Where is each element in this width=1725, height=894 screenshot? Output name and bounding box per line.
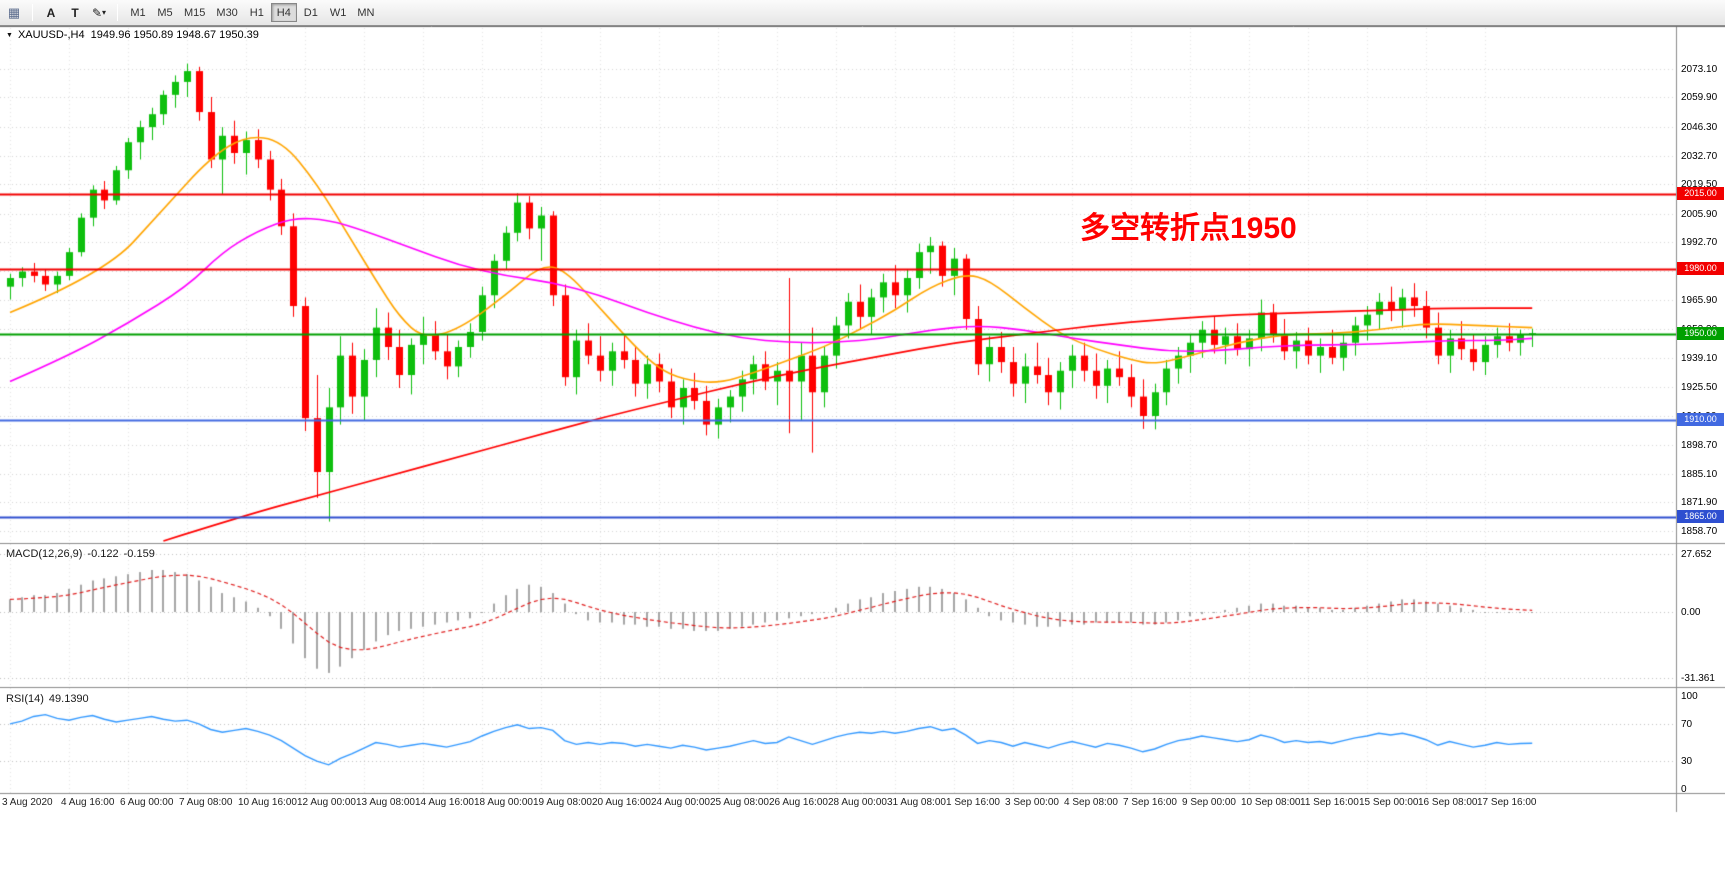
rsi-axis-label: 0 bbox=[1681, 784, 1687, 795]
date-label: 9 Sep 00:00 bbox=[1182, 797, 1236, 808]
date-label: 28 Aug 00:00 bbox=[828, 797, 887, 808]
price-axis-label: 1939.10 bbox=[1681, 352, 1718, 364]
rsi-axis-label: 100 bbox=[1681, 691, 1698, 702]
date-label: 1 Sep 16:00 bbox=[946, 797, 1000, 808]
price-tag: 2015.00 bbox=[1677, 186, 1724, 200]
price-axis-label: 1858.70 bbox=[1681, 525, 1718, 537]
price-axis-label: 1925.50 bbox=[1681, 381, 1718, 393]
price-axis-label: 1898.70 bbox=[1681, 439, 1718, 451]
chevron-down-icon: ▾ bbox=[102, 8, 107, 17]
timeframe-button-w1[interactable]: W1 bbox=[325, 3, 352, 22]
price-axis-label: 1965.90 bbox=[1681, 294, 1718, 306]
date-label: 17 Sep 16:00 bbox=[1477, 797, 1537, 808]
toolbar: ▦ A T ✎ ▾ M1 M5 M15 M30 H1 H4 D1 W1 MN bbox=[0, 0, 1725, 26]
toolbar-separator bbox=[32, 4, 33, 21]
date-label: 10 Aug 16:00 bbox=[238, 797, 297, 808]
date-label: 10 Sep 08:00 bbox=[1241, 797, 1301, 808]
date-label: 6 Aug 00:00 bbox=[120, 797, 174, 808]
rsi-axis-label: 30 bbox=[1681, 756, 1693, 768]
macd-axis-label: -31.361 bbox=[1681, 672, 1715, 684]
symbol-ohlc-line: ▼ XAUUSD-,H4 1949.96 1950.89 1948.67 195… bbox=[6, 29, 259, 41]
date-label: 31 Aug 08:00 bbox=[887, 797, 946, 808]
timeframe-button-m15[interactable]: M15 bbox=[179, 3, 210, 22]
date-label: 19 Aug 08:00 bbox=[533, 797, 592, 808]
timeframe-button-h1[interactable]: H1 bbox=[244, 3, 270, 22]
insert-text-button[interactable]: A bbox=[40, 3, 62, 23]
collapse-quote-icon[interactable]: ▼ bbox=[6, 31, 13, 39]
price-tag: 1910.00 bbox=[1677, 413, 1724, 427]
macd-value-main: -0.122 bbox=[87, 548, 119, 560]
price-tag: 1865.00 bbox=[1677, 510, 1724, 524]
price-axis-label: 2032.70 bbox=[1681, 150, 1718, 162]
timeframe-button-d1[interactable]: D1 bbox=[298, 3, 324, 22]
price-axis-label: 2005.90 bbox=[1681, 208, 1718, 220]
date-label: 24 Aug 00:00 bbox=[651, 797, 710, 808]
date-label: 7 Sep 16:00 bbox=[1123, 797, 1177, 808]
date-label: 15 Sep 00:00 bbox=[1359, 797, 1419, 808]
price-tag: 1950.00 bbox=[1677, 327, 1724, 341]
rsi-value: 49.1390 bbox=[48, 693, 89, 705]
date-label: 3 Aug 2020 bbox=[2, 797, 53, 808]
symbol-ohlc-text: XAUUSD-,H4 1949.96 1950.89 1948.67 1950.… bbox=[17, 29, 259, 41]
date-label: 12 Aug 00:00 bbox=[297, 797, 356, 808]
date-label: 26 Aug 16:00 bbox=[769, 797, 828, 808]
price-axis-label: 2019.50 bbox=[1681, 179, 1718, 191]
date-label: 25 Aug 08:00 bbox=[710, 797, 769, 808]
timeframe-button-mn[interactable]: MN bbox=[352, 3, 379, 22]
macd-name: MACD(12,26,9) bbox=[6, 548, 83, 560]
price-axis-label: 2073.10 bbox=[1681, 63, 1718, 75]
date-label: 13 Aug 08:00 bbox=[356, 797, 415, 808]
chart-window-icon[interactable]: ▦ bbox=[3, 3, 25, 23]
date-label: 16 Sep 08:00 bbox=[1418, 797, 1478, 808]
timeframe-button-m5[interactable]: M5 bbox=[152, 3, 178, 22]
price-axis-label: 1885.10 bbox=[1681, 468, 1718, 480]
price-axis-label: 1871.90 bbox=[1681, 497, 1718, 509]
date-label: 4 Aug 16:00 bbox=[61, 797, 115, 808]
macd-axis-label: 0.00 bbox=[1681, 607, 1701, 618]
price-tag: 1980.00 bbox=[1677, 262, 1724, 276]
macd-axis-label: 27.652 bbox=[1681, 548, 1712, 560]
timeframe-button-m1[interactable]: M1 bbox=[125, 3, 151, 22]
text-label-button[interactable]: T bbox=[64, 3, 86, 23]
draw-tool-button[interactable]: ✎ ▾ bbox=[88, 3, 110, 23]
timeframe-group: M1 M5 M15 M30 H1 H4 D1 W1 MN bbox=[125, 3, 379, 22]
price-axis-label: 2059.90 bbox=[1681, 92, 1718, 104]
date-label: 18 Aug 00:00 bbox=[474, 797, 533, 808]
timeframe-button-m30[interactable]: M30 bbox=[211, 3, 242, 22]
date-label: 4 Sep 08:00 bbox=[1064, 797, 1118, 808]
date-label: 20 Aug 16:00 bbox=[592, 797, 651, 808]
date-label: 3 Sep 00:00 bbox=[1005, 797, 1059, 808]
date-label: 7 Aug 08:00 bbox=[179, 797, 233, 808]
rsi-name: RSI(14) bbox=[6, 693, 44, 705]
timeframe-button-h4[interactable]: H4 bbox=[270, 3, 297, 22]
macd-value-signal: -0.159 bbox=[123, 548, 155, 560]
rsi-label: RSI(14) 49.1390 bbox=[6, 693, 89, 705]
macd-label: MACD(12,26,9) -0.122 -0.159 bbox=[6, 548, 155, 560]
chart-annotation-text[interactable]: 多空转折点1950 bbox=[1080, 212, 1297, 245]
pencil-icon: ✎ bbox=[91, 5, 103, 20]
toolbar-separator bbox=[117, 4, 118, 21]
rsi-axis-label: 70 bbox=[1681, 718, 1693, 730]
date-label: 14 Aug 16:00 bbox=[415, 797, 474, 808]
price-axis-label: 2046.30 bbox=[1681, 121, 1718, 133]
price-axis-label: 1992.70 bbox=[1681, 237, 1718, 249]
date-label: 11 Sep 16:00 bbox=[1300, 797, 1359, 808]
